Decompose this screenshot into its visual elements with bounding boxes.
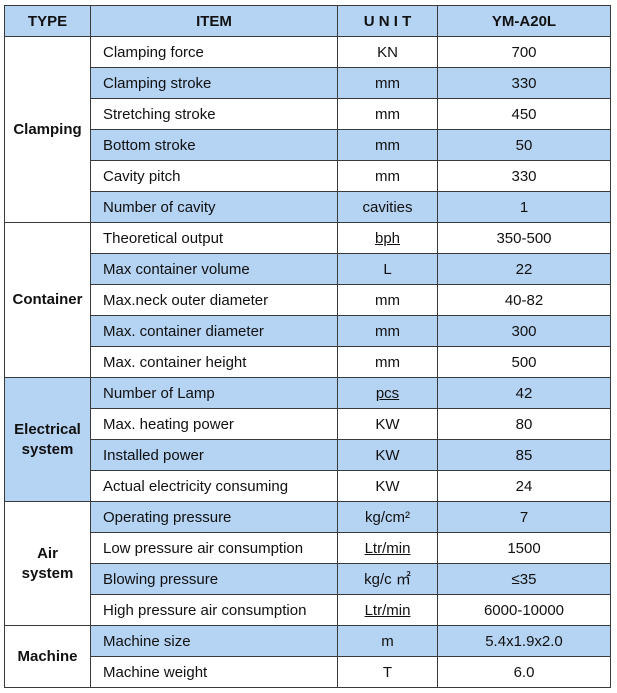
unit-cell: m — [337, 625, 438, 657]
unit-cell: mm — [337, 346, 438, 378]
value-cell: 350-500 — [437, 222, 611, 254]
unit-cell: cavities — [337, 191, 438, 223]
unit-cell: mm — [337, 160, 438, 192]
header-type: TYPE — [4, 5, 91, 37]
table-row: Max. heating power KW 80 — [5, 408, 611, 440]
table-row: Max. container diameter mm 300 — [5, 315, 611, 347]
item-cell: Number of Lamp — [90, 377, 338, 409]
value-cell: ≤35 — [437, 563, 611, 595]
unit-cell: mm — [337, 129, 438, 161]
item-cell: Blowing pressure — [90, 563, 338, 595]
table-row: Bottom stroke mm 50 — [5, 129, 611, 161]
type-air-system: Air system — [4, 501, 91, 626]
table-row: Container Theoretical output bph 350-500 — [4, 222, 611, 378]
table-row: Clamping Clamping force KN 700 — [4, 36, 611, 223]
value-cell: 450 — [437, 98, 611, 130]
table-row: Machine Machine size m 5.4x1.9x2.0 — [4, 625, 611, 688]
type-machine: Machine — [4, 625, 91, 688]
value-cell: 42 — [437, 377, 611, 409]
type-electrical-system: Electrical system — [4, 377, 91, 502]
unit-cell: T — [337, 656, 438, 688]
table-row: Installed power KW 85 — [5, 439, 611, 471]
unit-cell: Ltr/min — [337, 532, 438, 564]
value-cell: 700 — [437, 36, 611, 68]
unit-cell: KW — [337, 408, 438, 440]
item-cell: Bottom stroke — [90, 129, 338, 161]
value-cell: 1 — [437, 191, 611, 223]
item-cell: Max container volume — [90, 253, 338, 285]
item-cell: Low pressure air consumption — [90, 532, 338, 564]
unit-cell: KN — [337, 36, 438, 68]
table-row: Stretching stroke mm 450 — [5, 98, 611, 130]
value-cell: 22 — [437, 253, 611, 285]
unit-cell: KW — [337, 470, 438, 502]
table-row: Clamping stroke mm 330 — [5, 67, 611, 99]
table-row: Air system Operating pressure kg/cm² 7 — [4, 501, 611, 626]
table-row: Actual electricity consuming KW 24 — [5, 470, 611, 502]
table-row: Electrical system Number of Lamp pcs 42 — [4, 377, 611, 502]
item-cell: Max. container diameter — [90, 315, 338, 347]
item-cell: Machine size — [90, 625, 338, 657]
value-cell: 80 — [437, 408, 611, 440]
item-cell: High pressure air consumption — [90, 594, 338, 626]
table-row: Machine weight T 6.0 — [5, 656, 611, 688]
header-row: TYPE ITEM U N I T YM-A20L — [4, 5, 611, 37]
table-row: Max. container height mm 500 — [5, 346, 611, 378]
value-cell: 1500 — [437, 532, 611, 564]
item-cell: Cavity pitch — [90, 160, 338, 192]
item-cell: Theoretical output — [90, 222, 338, 254]
value-cell: 40-82 — [437, 284, 611, 316]
unit-cell: kg/c ㎡ — [337, 563, 438, 595]
item-cell: Max. heating power — [90, 408, 338, 440]
unit-cell: pcs — [337, 377, 438, 409]
value-cell: 330 — [437, 160, 611, 192]
value-cell: 500 — [437, 346, 611, 378]
table-row: Max.neck outer diameter mm 40-82 — [5, 284, 611, 316]
item-cell: Stretching stroke — [90, 98, 338, 130]
unit-cell: mm — [337, 284, 438, 316]
table-row: Blowing pressure kg/c ㎡ ≤35 — [5, 563, 611, 595]
item-cell: Clamping stroke — [90, 67, 338, 99]
value-cell: 6000-10000 — [437, 594, 611, 626]
value-cell: 24 — [437, 470, 611, 502]
unit-cell: mm — [337, 98, 438, 130]
table-row: Low pressure air consumption Ltr/min 150… — [5, 532, 611, 564]
value-cell: 85 — [437, 439, 611, 471]
value-cell: 50 — [437, 129, 611, 161]
item-cell: Operating pressure — [90, 501, 338, 533]
item-cell: Max. container height — [90, 346, 338, 378]
item-cell: Actual electricity consuming — [90, 470, 338, 502]
table-row: Max container volume L 22 — [5, 253, 611, 285]
type-container: Container — [4, 222, 91, 378]
unit-cell: mm — [337, 67, 438, 99]
item-cell: Number of cavity — [90, 191, 338, 223]
item-cell: Clamping force — [90, 36, 338, 68]
item-cell: Installed power — [90, 439, 338, 471]
value-cell: 6.0 — [437, 656, 611, 688]
table-row: Cavity pitch mm 330 — [5, 160, 611, 192]
item-cell: Machine weight — [90, 656, 338, 688]
table-row: High pressure air consumption Ltr/min 60… — [5, 594, 611, 626]
header-item: ITEM — [90, 5, 338, 37]
item-cell: Max.neck outer diameter — [90, 284, 338, 316]
header-model: YM-A20L — [437, 5, 611, 37]
header-unit: U N I T — [337, 5, 438, 37]
value-cell: 7 — [437, 501, 611, 533]
value-cell: 300 — [437, 315, 611, 347]
type-clamping: Clamping — [4, 36, 91, 223]
unit-cell: mm — [337, 315, 438, 347]
value-cell: 5.4x1.9x2.0 — [437, 625, 611, 657]
table-row: Number of cavity cavities 1 — [5, 191, 611, 223]
unit-cell: bph — [337, 222, 438, 254]
unit-cell: kg/cm² — [337, 501, 438, 533]
unit-cell: L — [337, 253, 438, 285]
spec-table: TYPE ITEM U N I T YM-A20L Clamping Clamp… — [4, 5, 611, 688]
value-cell: 330 — [437, 67, 611, 99]
unit-cell: KW — [337, 439, 438, 471]
unit-cell: Ltr/min — [337, 594, 438, 626]
